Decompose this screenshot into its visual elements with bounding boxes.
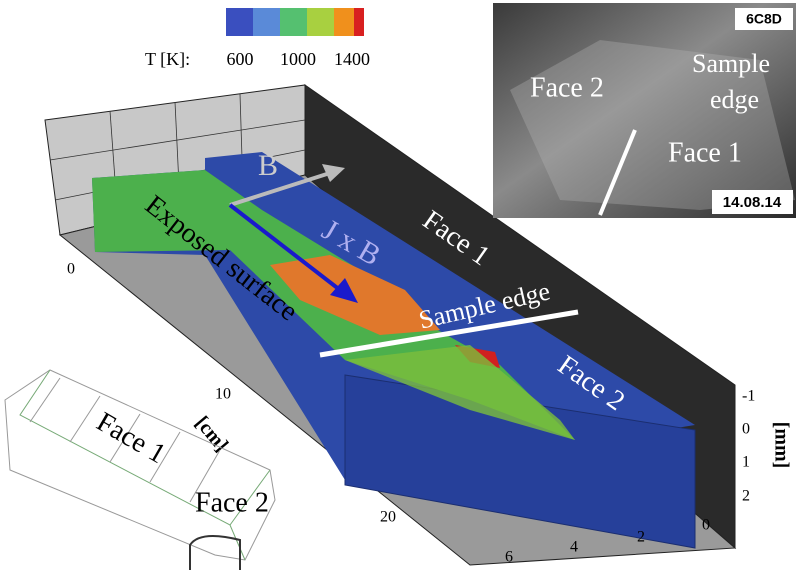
mm-tick: 2	[742, 488, 750, 505]
mm-tick: -1	[742, 388, 755, 405]
mm-tick: 1	[742, 454, 750, 471]
field-label: B	[258, 149, 278, 182]
colorbar-tick: 600	[227, 49, 254, 69]
photo-sample: Sample	[692, 49, 770, 78]
colorbar-tick: 1000	[280, 49, 316, 69]
cm-label: [cm]	[191, 412, 233, 456]
photo-edge: edge	[710, 85, 759, 114]
cm-tick: 0	[67, 261, 75, 278]
photo-id: 6C8D	[746, 11, 782, 27]
sketch	[5, 370, 275, 570]
figure: T [K]: 600 1000 1400 B J x B Exposed sur…	[0, 0, 804, 572]
cm-tick: 20	[380, 509, 396, 526]
sketch-face1: Face 1	[91, 406, 170, 470]
sketch-face2: Face 2	[195, 487, 269, 518]
photo-face2: Face 2	[530, 72, 604, 103]
mm-tick: 0	[742, 421, 750, 438]
cm-tick: 10	[215, 386, 231, 403]
width-tick: 6	[505, 549, 513, 566]
width-tick: 4	[570, 539, 578, 556]
width-tick: 0	[702, 517, 710, 534]
colorbar-tick: 1400	[334, 49, 370, 69]
colorbar: T [K]: 600 1000 1400	[145, 8, 370, 69]
photo-inset: 6C8D 14.08.14 Face 2 Sample edge Face 1	[493, 3, 796, 218]
mm-label: [mm]	[770, 422, 792, 469]
photo-date: 14.08.14	[723, 194, 782, 211]
colorbar-label: T [K]:	[145, 49, 190, 69]
width-tick: 2	[637, 529, 645, 546]
photo-face1: Face 1	[668, 137, 742, 168]
